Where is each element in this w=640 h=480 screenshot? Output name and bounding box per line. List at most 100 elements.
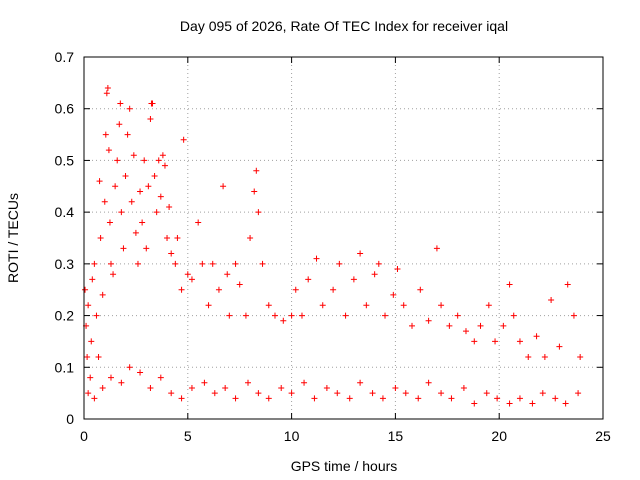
data-point xyxy=(107,260,114,267)
data-point xyxy=(164,235,171,241)
data-point xyxy=(126,105,133,112)
data-point xyxy=(236,281,243,288)
data-point xyxy=(278,384,285,391)
x-axis-label: GPS time / hours xyxy=(291,458,398,474)
data-point xyxy=(255,209,262,216)
data-point xyxy=(357,250,364,257)
data-point xyxy=(438,390,445,397)
data-point xyxy=(137,369,144,376)
x-tick-label: 15 xyxy=(388,428,404,444)
data-point xyxy=(105,147,112,154)
data-point xyxy=(153,209,160,216)
data-point xyxy=(128,198,135,205)
data-point xyxy=(379,395,386,402)
data-point xyxy=(350,276,357,283)
data-point xyxy=(556,343,563,350)
data-point xyxy=(245,379,252,386)
data-point xyxy=(220,183,227,190)
data-point xyxy=(130,152,137,159)
data-point xyxy=(280,317,287,324)
data-point xyxy=(224,271,231,278)
data-point xyxy=(91,260,98,267)
data-point xyxy=(85,390,92,397)
data-point xyxy=(433,245,440,252)
y-tick-label: 0.1 xyxy=(55,359,75,375)
data-point xyxy=(510,312,517,319)
data-point xyxy=(570,312,577,319)
data-point xyxy=(97,235,104,241)
x-tick-label: 10 xyxy=(284,428,300,444)
data-point xyxy=(369,390,376,397)
data-point xyxy=(161,162,168,169)
data-point xyxy=(102,131,109,138)
y-axis-label: ROTI / TECUs xyxy=(5,193,21,283)
data-point xyxy=(174,235,181,241)
data-point xyxy=(104,85,111,92)
data-point xyxy=(96,178,103,185)
data-point xyxy=(122,172,129,179)
chart-title: Day 095 of 2026, Rate Of TEC Index for r… xyxy=(180,18,508,34)
data-point xyxy=(417,286,424,293)
data-point xyxy=(159,152,166,159)
data-point xyxy=(529,400,536,407)
data-point xyxy=(516,338,523,345)
data-point xyxy=(346,395,353,402)
data-point xyxy=(409,322,416,329)
data-point xyxy=(247,235,254,241)
data-point xyxy=(425,317,432,324)
data-point xyxy=(222,384,229,391)
data-point xyxy=(157,193,164,200)
data-point xyxy=(539,390,546,397)
data-point xyxy=(251,188,258,195)
data-point xyxy=(199,260,206,267)
data-point xyxy=(271,312,278,319)
data-point xyxy=(116,121,123,128)
data-point xyxy=(357,379,364,386)
data-point xyxy=(106,219,113,226)
data-point xyxy=(548,297,555,304)
data-point xyxy=(477,322,484,329)
data-point xyxy=(390,291,397,298)
y-tick-label: 0.6 xyxy=(55,101,75,117)
data-point xyxy=(253,167,260,174)
data-point xyxy=(371,271,378,278)
data-point xyxy=(330,286,337,293)
data-point xyxy=(577,353,584,360)
data-point xyxy=(226,312,233,319)
data-point xyxy=(564,281,571,288)
data-point xyxy=(394,266,401,273)
data-point xyxy=(85,302,92,309)
data-point xyxy=(126,364,133,371)
data-point xyxy=(533,333,540,340)
data-point xyxy=(91,395,98,402)
data-point xyxy=(201,379,208,386)
data-point xyxy=(259,260,266,267)
data-point xyxy=(438,302,445,309)
data-point xyxy=(471,338,478,345)
x-tick-label: 0 xyxy=(80,428,88,444)
data-point xyxy=(471,400,478,407)
data-point xyxy=(101,198,108,205)
data-point xyxy=(500,322,507,329)
y-tick-label: 0.7 xyxy=(55,49,75,65)
data-point xyxy=(145,183,152,190)
data-point xyxy=(180,136,187,143)
data-point xyxy=(552,395,559,402)
data-point xyxy=(157,374,164,381)
data-point xyxy=(494,395,501,402)
data-point xyxy=(82,286,89,293)
data-point xyxy=(124,131,131,138)
data-point xyxy=(110,271,117,278)
data-point xyxy=(178,395,185,402)
data-point xyxy=(292,286,299,293)
data-point xyxy=(562,400,569,407)
data-point xyxy=(155,157,162,164)
plot-frame xyxy=(83,56,604,420)
data-point xyxy=(99,384,106,391)
grid-lines xyxy=(84,57,603,419)
data-point xyxy=(446,322,453,329)
data-point xyxy=(132,229,139,236)
data-point xyxy=(117,100,124,107)
data-point xyxy=(448,395,455,402)
data-point xyxy=(525,353,532,360)
